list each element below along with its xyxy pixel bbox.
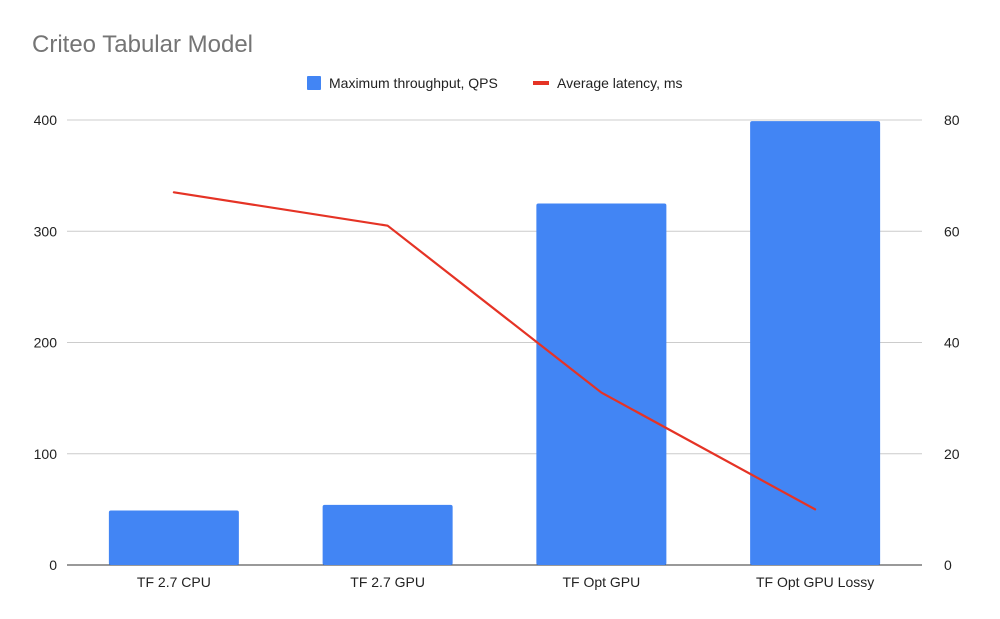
right-tick-label: 40	[944, 335, 960, 351]
right-tick-label: 60	[944, 223, 960, 239]
left-tick-label: 100	[34, 446, 58, 462]
x-tick-label: TF 2.7 GPU	[350, 574, 425, 590]
bar-3	[750, 121, 881, 566]
legend-swatch-latency	[533, 81, 549, 85]
chart-title: Criteo Tabular Model	[32, 31, 253, 58]
legend: Maximum throughput, QPS Average latency,…	[307, 75, 683, 91]
bar-series	[108, 121, 881, 566]
bar-2	[536, 203, 667, 565]
x-axis: TF 2.7 CPU TF 2.7 GPU TF Opt GPU TF Opt GPU…	[137, 574, 874, 590]
latency-line	[172, 191, 817, 511]
left-axis: 0 100 200 300 400	[34, 112, 58, 573]
right-tick-label: 0	[944, 557, 952, 573]
left-tick-label: 300	[34, 223, 58, 239]
right-tick-label: 20	[944, 446, 960, 462]
right-axis: 0 20 40 60 80	[944, 112, 960, 573]
left-tick-label: 200	[34, 335, 58, 351]
right-tick-label: 80	[944, 112, 960, 128]
legend-label-throughput: Maximum throughput, QPS	[329, 75, 498, 91]
legend-label-latency: Average latency, ms	[557, 75, 683, 91]
line-series	[172, 191, 817, 511]
x-tick-label: TF 2.7 CPU	[137, 574, 211, 590]
x-tick-label: TF Opt GPU Lossy	[756, 574, 874, 590]
bar-0	[108, 510, 239, 565]
left-tick-label: 0	[49, 557, 57, 573]
legend-swatch-throughput	[307, 76, 321, 90]
x-tick-label: TF Opt GPU	[562, 574, 640, 590]
bar-1	[322, 504, 453, 565]
left-tick-label: 400	[34, 112, 58, 128]
